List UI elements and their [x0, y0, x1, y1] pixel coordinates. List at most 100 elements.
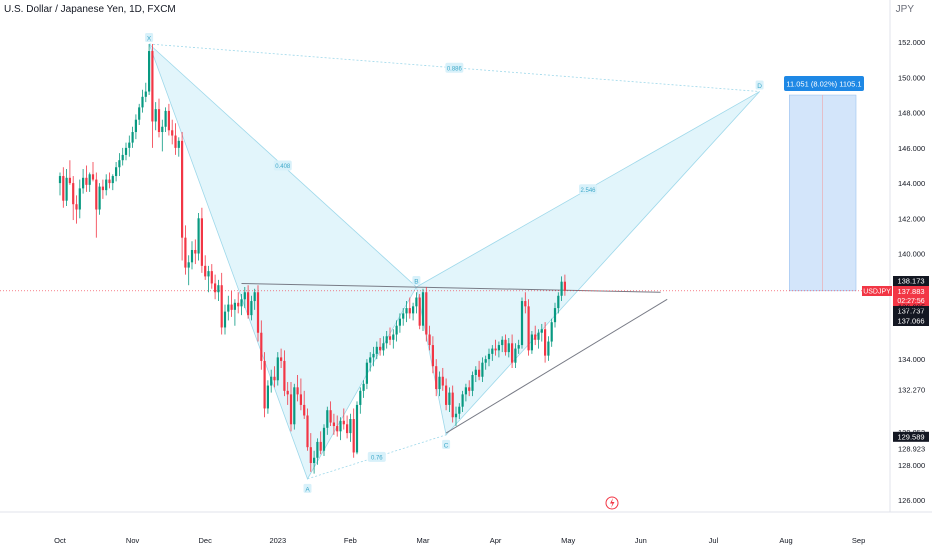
y-tick-label: 132.270	[898, 386, 925, 395]
candle-body	[339, 420, 342, 432]
candle-body	[540, 329, 543, 333]
price-label-mid: 137.737	[897, 307, 924, 316]
candle-body	[243, 292, 246, 300]
chart-title: U.S. Dollar / Japanese Yen, 1D, FXCM	[4, 4, 176, 15]
x-tick-label: Jun	[635, 536, 647, 545]
candle-body	[204, 265, 207, 277]
candle-body	[563, 281, 566, 291]
x-tick-label: 2023	[269, 536, 286, 545]
candle-body	[283, 360, 286, 391]
pattern-point-label: X	[147, 36, 152, 43]
candle-body	[395, 325, 398, 335]
candle-body	[85, 177, 88, 185]
candle-body	[412, 306, 415, 314]
candle-body	[240, 299, 243, 307]
candle-body	[478, 369, 481, 377]
price-label-high: 138.173	[897, 277, 924, 286]
candle-body	[280, 357, 283, 361]
candle-body	[217, 285, 220, 293]
candle-body	[501, 339, 504, 346]
y-tick-label: 146.000	[898, 144, 925, 153]
candle-body	[253, 292, 256, 302]
candle-body	[544, 329, 547, 356]
pattern-point-label: C	[444, 442, 449, 449]
candle-body	[481, 362, 484, 377]
candle-body	[418, 297, 421, 326]
candle-body	[511, 343, 514, 363]
candle-body	[332, 422, 335, 427]
price-label-129: 129.589	[897, 432, 924, 441]
candle-body	[402, 313, 405, 319]
candle-body	[405, 308, 408, 314]
candle-body	[144, 91, 147, 97]
candle-body	[471, 374, 474, 391]
x-tick-label: Aug	[779, 536, 792, 545]
candle-body	[78, 188, 81, 210]
candle-body	[474, 369, 477, 375]
candle-body	[157, 109, 161, 133]
candle-body	[134, 119, 137, 133]
candle-body	[174, 135, 177, 148]
candle-body	[425, 292, 428, 335]
x-tick-label: Nov	[126, 536, 140, 545]
y-tick-label: 152.000	[898, 38, 925, 47]
price-label-mid-box	[893, 306, 929, 316]
candle-body	[289, 394, 293, 425]
candle-body	[82, 177, 85, 189]
projection-label: 11.051 (8.02%) 1105.1	[786, 80, 861, 89]
candle-body	[359, 390, 362, 405]
candle-body	[560, 281, 563, 296]
y-tick-label: 150.000	[898, 73, 925, 82]
pattern-ratio-label: 0.408	[275, 164, 291, 170]
support-trendline	[445, 298, 668, 434]
pattern-ratio-label: 2.546	[580, 188, 596, 194]
price-label-low: 137.066	[897, 317, 924, 326]
candle-body	[141, 96, 144, 108]
candle-body	[194, 249, 197, 254]
candle-body	[365, 362, 368, 384]
candle-body	[385, 336, 388, 344]
x-tick-label: Apr	[490, 536, 502, 545]
candle-body	[372, 353, 375, 358]
candle-body	[530, 334, 533, 351]
candle-body	[441, 376, 444, 386]
candle-body	[270, 376, 273, 386]
candle-body	[336, 426, 339, 432]
candle-body	[98, 186, 101, 210]
candle-body	[388, 336, 392, 340]
candle-body	[497, 345, 500, 351]
symbol-label: USDJPY	[863, 289, 891, 296]
x-tick-label: May	[561, 536, 575, 545]
candle-body	[313, 457, 316, 464]
candle-body	[65, 177, 68, 201]
candle-body	[524, 301, 527, 307]
candle-body	[550, 322, 553, 342]
candle-body	[62, 176, 65, 201]
candle-body	[181, 140, 184, 238]
candle-body	[553, 308, 557, 323]
pattern-ratio-label: 0.76	[371, 455, 383, 461]
candle-body	[494, 348, 497, 351]
pattern-point-box	[442, 439, 451, 449]
candle-body	[329, 410, 332, 423]
candle-body	[72, 183, 75, 205]
candle-body	[227, 304, 230, 312]
y-tick-label: 134.000	[898, 355, 925, 364]
currency-label: JPY	[895, 4, 914, 15]
y-tick-label: 136.995	[898, 302, 925, 311]
pattern-xab-triangle	[148, 43, 417, 480]
candle-body	[398, 318, 401, 326]
candle-body	[435, 366, 438, 390]
candle-body	[438, 376, 441, 390]
neckline-line	[241, 282, 661, 293]
candle-body	[299, 394, 302, 405]
candle-body	[128, 142, 131, 148]
countdown-label: 02:27:56	[897, 298, 924, 305]
candle-body	[263, 360, 266, 409]
last-price-label: 137.883	[897, 287, 924, 296]
candle-body	[293, 387, 296, 425]
pattern-point-label: B	[414, 278, 418, 285]
candle-body	[250, 301, 253, 316]
